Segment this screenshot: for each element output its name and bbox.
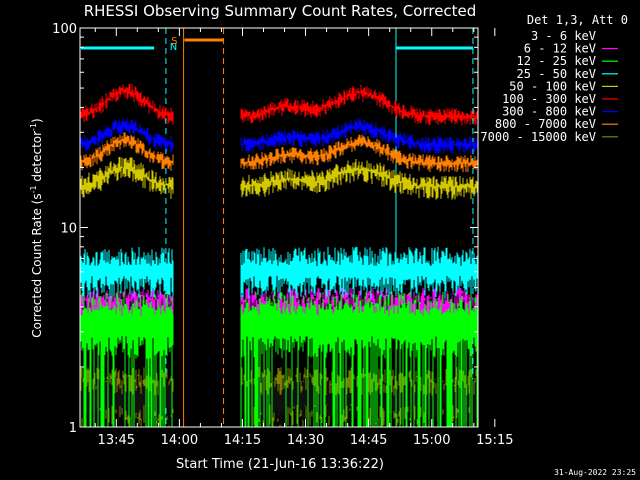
series-6-12	[79, 287, 479, 316]
legend-label: 25 - 50 keV	[517, 67, 596, 81]
y-tick-label: 1	[69, 421, 77, 436]
legend-label: 3 - 6 keV	[531, 29, 596, 43]
x-tick-label: 15:15	[476, 433, 513, 448]
x-tick-label: 13:45	[98, 433, 135, 448]
y-tick-label: 10	[60, 222, 77, 237]
x-tick-label: 14:30	[287, 433, 324, 448]
series-trace	[240, 84, 479, 126]
timestamp: 31-Aug-2022 23:25	[554, 468, 636, 477]
series-25-50	[79, 246, 479, 299]
series-trace	[240, 246, 479, 299]
series-trace	[240, 287, 479, 316]
series-trace	[240, 118, 479, 154]
series-trace	[240, 159, 479, 200]
series-50-100	[79, 157, 479, 200]
legend-label: 300 - 800 keV	[502, 105, 596, 119]
legend-title: Det 1,3, Att 0	[527, 13, 628, 27]
axes: 1 10 100 13:45 14:00 14:15 14:30 14:45 15:00 15:1…	[52, 22, 513, 448]
y-tick-label: 100	[52, 22, 77, 37]
series-trace	[240, 291, 479, 427]
night-flag-label: N	[170, 42, 177, 53]
x-axis-label: Start Time (21-Jun-16 13:36:22)	[176, 457, 384, 472]
x-tick-label: 15:00	[413, 433, 450, 448]
series-trace	[240, 134, 479, 173]
x-tick-label: 14:45	[350, 433, 387, 448]
saa-flag-label: S	[171, 36, 177, 47]
legend-label: 50 - 100 keV	[509, 79, 596, 93]
series-100-300	[79, 83, 479, 126]
legend-label: 800 - 7000 keV	[495, 117, 596, 131]
series-300-800	[79, 117, 479, 154]
x-tick-label: 14:15	[224, 433, 261, 448]
legend-label: 6 - 12 keV	[524, 42, 596, 56]
x-tick-label: 14:00	[161, 433, 198, 448]
plot-area: NS	[79, 28, 479, 427]
legend-label: 100 - 300 keV	[502, 92, 596, 106]
legend-label: 12 - 25 keV	[517, 54, 596, 68]
y-axis-label: Corrected Count Rate (s-1 detector-1)	[29, 118, 44, 337]
chart-title: RHESSI Observing Summary Count Rates, Co…	[84, 2, 477, 20]
legend-label: 7000 - 15000 keV	[480, 130, 596, 144]
